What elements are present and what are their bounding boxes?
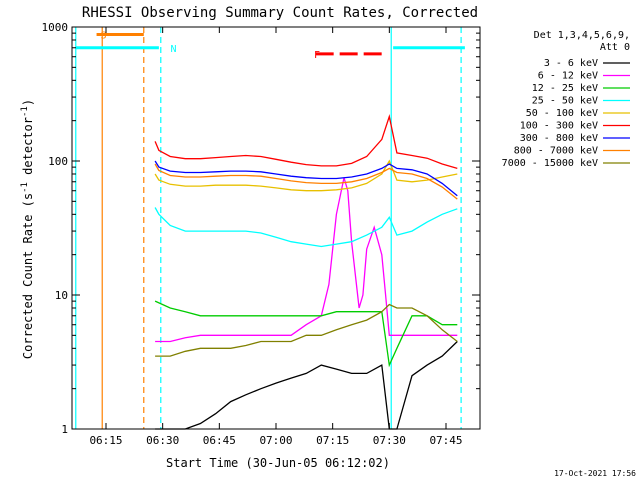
chart-title: RHESSI Observing Summary Count Rates, Co…: [82, 5, 478, 21]
y-tick-label-1: 10: [55, 289, 68, 302]
legend-label-7: 800 - 7000 keV: [514, 146, 598, 157]
y-axis-label-end: ): [21, 99, 35, 106]
plot-area: S N F: [75, 27, 465, 430]
y-axis-label-sup1: -1: [20, 182, 30, 193]
series-line-6: [154, 160, 458, 197]
legend-label-5: 100 - 300 keV: [520, 121, 598, 132]
x-axis: 06:15 06:30 06:45 07:00 07:15 07:30 07:45: [89, 27, 463, 447]
series-line-0: [155, 341, 458, 430]
y-tick-label-3: 1000: [42, 21, 69, 34]
y-axis-label-mid: detector: [21, 117, 35, 182]
y-tick-label-0: 1: [61, 423, 68, 436]
timestamp: 17-Oct-2021 17:56: [554, 469, 636, 478]
legend-label-8: 7000 - 15000 keV: [502, 158, 598, 169]
series-line-4: [154, 159, 458, 192]
series-line-2: [154, 300, 458, 368]
legend: Det 1,3,4,5,6,9, Att 0 3 - 6 keV 6 - 12 k…: [502, 30, 630, 169]
x-tick-label-5: 07:30: [373, 434, 406, 447]
legend-label-0: 3 - 6 keV: [544, 58, 598, 69]
legend-label-6: 300 - 800 keV: [520, 133, 598, 144]
x-tick-label-2: 06:45: [203, 434, 236, 447]
series-line-8: [155, 303, 458, 357]
x-tick-label-6: 07:45: [429, 434, 462, 447]
x-axis-label: Start Time (30-Jun-05 06:12:02): [166, 456, 390, 470]
plot-frame: [71, 26, 481, 430]
legend-header-1: Det 1,3,4,5,6,9,: [534, 30, 630, 41]
series-line-7: [154, 163, 458, 200]
x-tick-label-1: 06:30: [146, 434, 179, 447]
y-axis-label: Corrected Count Rate (s-1 detector-1): [20, 99, 35, 359]
y-axis-label-sup2: -1: [20, 106, 30, 117]
x-tick-label-3: 07:00: [259, 434, 292, 447]
legend-header-2: Att 0: [600, 42, 630, 53]
annotation-s: S: [101, 30, 107, 41]
x-tick-label-4: 07:15: [316, 434, 349, 447]
legend-label-4: 50 - 100 keV: [526, 108, 598, 119]
legend-label-3: 25 - 50 keV: [532, 96, 598, 107]
y-axis-label-main: Corrected Count Rate (s: [21, 193, 35, 359]
series-line-5: [154, 113, 458, 170]
annotation-n: N: [170, 44, 176, 55]
annotation-f: F: [314, 50, 320, 61]
y-tick-label-2: 100: [48, 155, 68, 168]
x-tick-label-0: 06:15: [89, 434, 122, 447]
legend-label-1: 6 - 12 keV: [538, 71, 598, 82]
series-line-3: [154, 207, 458, 248]
legend-label-2: 12 - 25 keV: [532, 83, 598, 94]
y-axis: 1 10 100 1000: [42, 21, 480, 436]
